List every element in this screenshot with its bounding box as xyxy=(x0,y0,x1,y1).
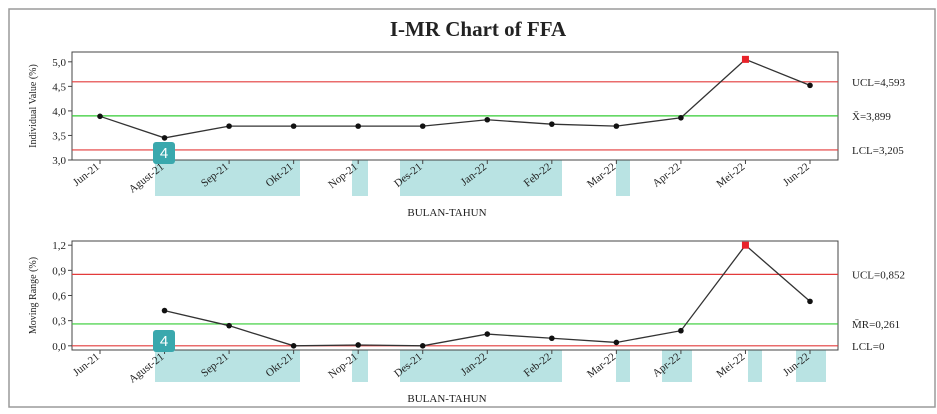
y-tick-label: 3,5 xyxy=(52,130,66,142)
data-point xyxy=(613,339,620,346)
data-point-out-of-control xyxy=(741,55,749,63)
y-tick-label: 4,5 xyxy=(52,81,66,93)
data-point xyxy=(226,322,232,329)
chart-title: I-MR Chart of FFA xyxy=(390,17,567,41)
badge-background xyxy=(153,330,175,352)
y-axis-title: Moving Range (%) xyxy=(28,257,39,334)
control-lines xyxy=(72,273,838,347)
label-highlight xyxy=(616,160,630,196)
label-highlight xyxy=(400,350,562,382)
control-lines xyxy=(72,81,838,151)
ucl-label: UCL=0,852 xyxy=(852,269,905,281)
data-point xyxy=(419,343,426,349)
data-point xyxy=(549,335,555,342)
data-point xyxy=(290,343,297,349)
data-point xyxy=(484,331,491,337)
data-point xyxy=(161,135,168,141)
lcl-label: LCL=0 xyxy=(852,341,885,353)
badge-background xyxy=(153,142,175,164)
center-label: M̄R=0,261 xyxy=(852,319,900,331)
y-axis-title: Individual Value (%) xyxy=(28,64,39,148)
y-tick-label: 3,0 xyxy=(52,155,66,167)
badge-text: 4 xyxy=(160,145,168,162)
plot-area xyxy=(71,51,839,161)
data-point xyxy=(549,121,555,127)
data-point xyxy=(807,82,813,89)
data-point xyxy=(161,307,168,314)
data-point xyxy=(484,116,491,123)
y-tick-label: 5,0 xyxy=(52,57,66,69)
label-highlight xyxy=(155,350,300,382)
data-point xyxy=(290,123,297,129)
x-axis-title: BULAN-TAHUN xyxy=(407,393,486,405)
series-line xyxy=(99,58,811,139)
data-series xyxy=(161,241,813,349)
control-line-labels: UCL=0,852 M̄R=0,261 LCL=0 xyxy=(852,269,905,352)
y-tick-label: 0,0 xyxy=(52,341,66,353)
data-point xyxy=(97,113,103,120)
center-label: X̄=3,899 xyxy=(852,111,891,123)
data-point xyxy=(226,123,232,129)
label-highlight xyxy=(352,160,368,196)
data-point-out-of-control xyxy=(741,241,749,249)
label-highlight xyxy=(748,350,762,382)
y-tick-label: 1,2 xyxy=(52,240,66,252)
individual-value-panel: 3,03,54,04,55,0 Jun-21 Agust-21 Sep-21 Okt-… xyxy=(28,51,905,219)
data-point xyxy=(807,298,813,305)
y-axis: 3,0 3,5 4,0 4,5 5,0 xyxy=(52,57,72,167)
y-tick-label: 0,6 xyxy=(52,291,66,303)
label-highlight xyxy=(662,350,692,382)
label-highlight xyxy=(352,350,368,382)
data-point xyxy=(355,123,361,129)
y-tick-label: 0,3 xyxy=(52,316,66,328)
data-point xyxy=(613,123,620,129)
label-highlight xyxy=(400,160,562,196)
data-point xyxy=(355,342,361,348)
y-tick-label: 0,9 xyxy=(52,265,66,277)
data-point xyxy=(419,123,426,129)
y-axis: 0,0 0,3 0,6 0,9 1,2 xyxy=(52,240,72,353)
badge-text: 4 xyxy=(160,333,168,350)
y-tick-label: 4,0 xyxy=(52,106,66,118)
label-highlight xyxy=(796,350,826,382)
data-series xyxy=(97,55,813,141)
ucl-label: UCL=4,593 xyxy=(852,77,905,89)
highlight-layer xyxy=(155,350,826,382)
data-point xyxy=(678,114,684,121)
badge: 4 xyxy=(153,142,175,164)
label-highlight xyxy=(616,350,630,382)
data-point xyxy=(678,327,684,334)
label-highlight xyxy=(155,160,300,196)
control-line-labels: UCL=4,593 X̄=3,899 LCL=3,205 xyxy=(852,77,905,157)
highlight-layer xyxy=(155,160,630,196)
badge: 4 xyxy=(153,330,175,352)
lcl-label: LCL=3,205 xyxy=(852,145,904,157)
x-axis-title: BULAN-TAHUN xyxy=(407,207,486,219)
